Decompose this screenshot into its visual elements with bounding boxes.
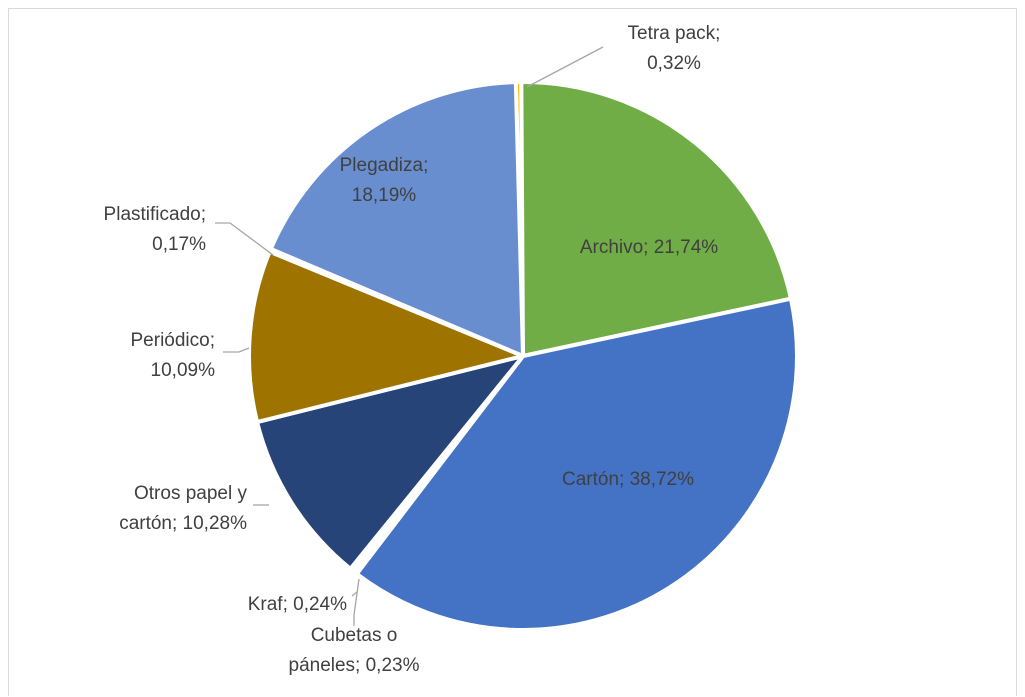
data-label-cubetas-o-paneles: Cubetas o páneles; 0,23% [289, 625, 420, 676]
data-label-line: cartón; 10,28% [119, 513, 247, 534]
data-label-otros-papel-y-carton: Otros papel y cartón; 10,28% [119, 483, 247, 534]
data-label-tetra-pack: Tetra pack; 0,32% [628, 23, 721, 74]
pie-chart: Tetra pack; 0,32% Archivo; 21,74% Cartón; 3… [104, 23, 799, 676]
data-label-line: Tetra pack; [628, 23, 721, 44]
data-label-periodico: Periódico; 10,09% [131, 330, 216, 381]
data-label-line: Otros papel y [134, 483, 247, 504]
data-label-line: Archivo; 21,74% [580, 237, 718, 258]
data-label-plastificado: Plastificado; 0,17% [104, 204, 207, 255]
data-label-line: páneles; 0,23% [289, 655, 420, 676]
data-label-line: Cubetas o [311, 625, 398, 646]
data-label-kraf: Kraf; 0,24% [248, 594, 347, 615]
data-label-plegadiza: Plegadiza; 18,19% [340, 155, 429, 206]
data-label-line: 18,19% [352, 185, 417, 206]
leader-line-kraf [351, 591, 358, 597]
data-label-line: Plegadiza; [340, 155, 429, 176]
pie-slice-archivo [519, 80, 793, 358]
data-label-line: Cartón; 38,72% [562, 469, 694, 490]
data-label-line: Plastificado; [104, 204, 206, 225]
data-label-line: 0,32% [647, 53, 701, 74]
pie-slice-otros-papel-y-carton [255, 354, 525, 571]
pie-slice-plegadiza [268, 80, 525, 358]
chart-area: Tetra pack; 0,32% Archivo; 21,74% Cartón; 3… [8, 8, 1017, 696]
leader-line-periodico [223, 347, 250, 353]
leader-line-plastificado [215, 222, 274, 256]
leader-line-cubetas-o-paneles [353, 578, 360, 626]
leader-line-tetra-pack [526, 46, 604, 88]
pie-slice-carton [354, 296, 799, 632]
data-label-line: 0,17% [152, 234, 206, 255]
pie-slice-periodico [247, 249, 525, 425]
data-label-line: Periódico; [131, 330, 216, 351]
data-label-archivo: Archivo; 21,74% [580, 237, 718, 258]
data-label-line: Kraf; 0,24% [248, 594, 347, 615]
data-label-carton: Cartón; 38,72% [562, 469, 694, 490]
data-label-line: 10,09% [151, 360, 216, 381]
